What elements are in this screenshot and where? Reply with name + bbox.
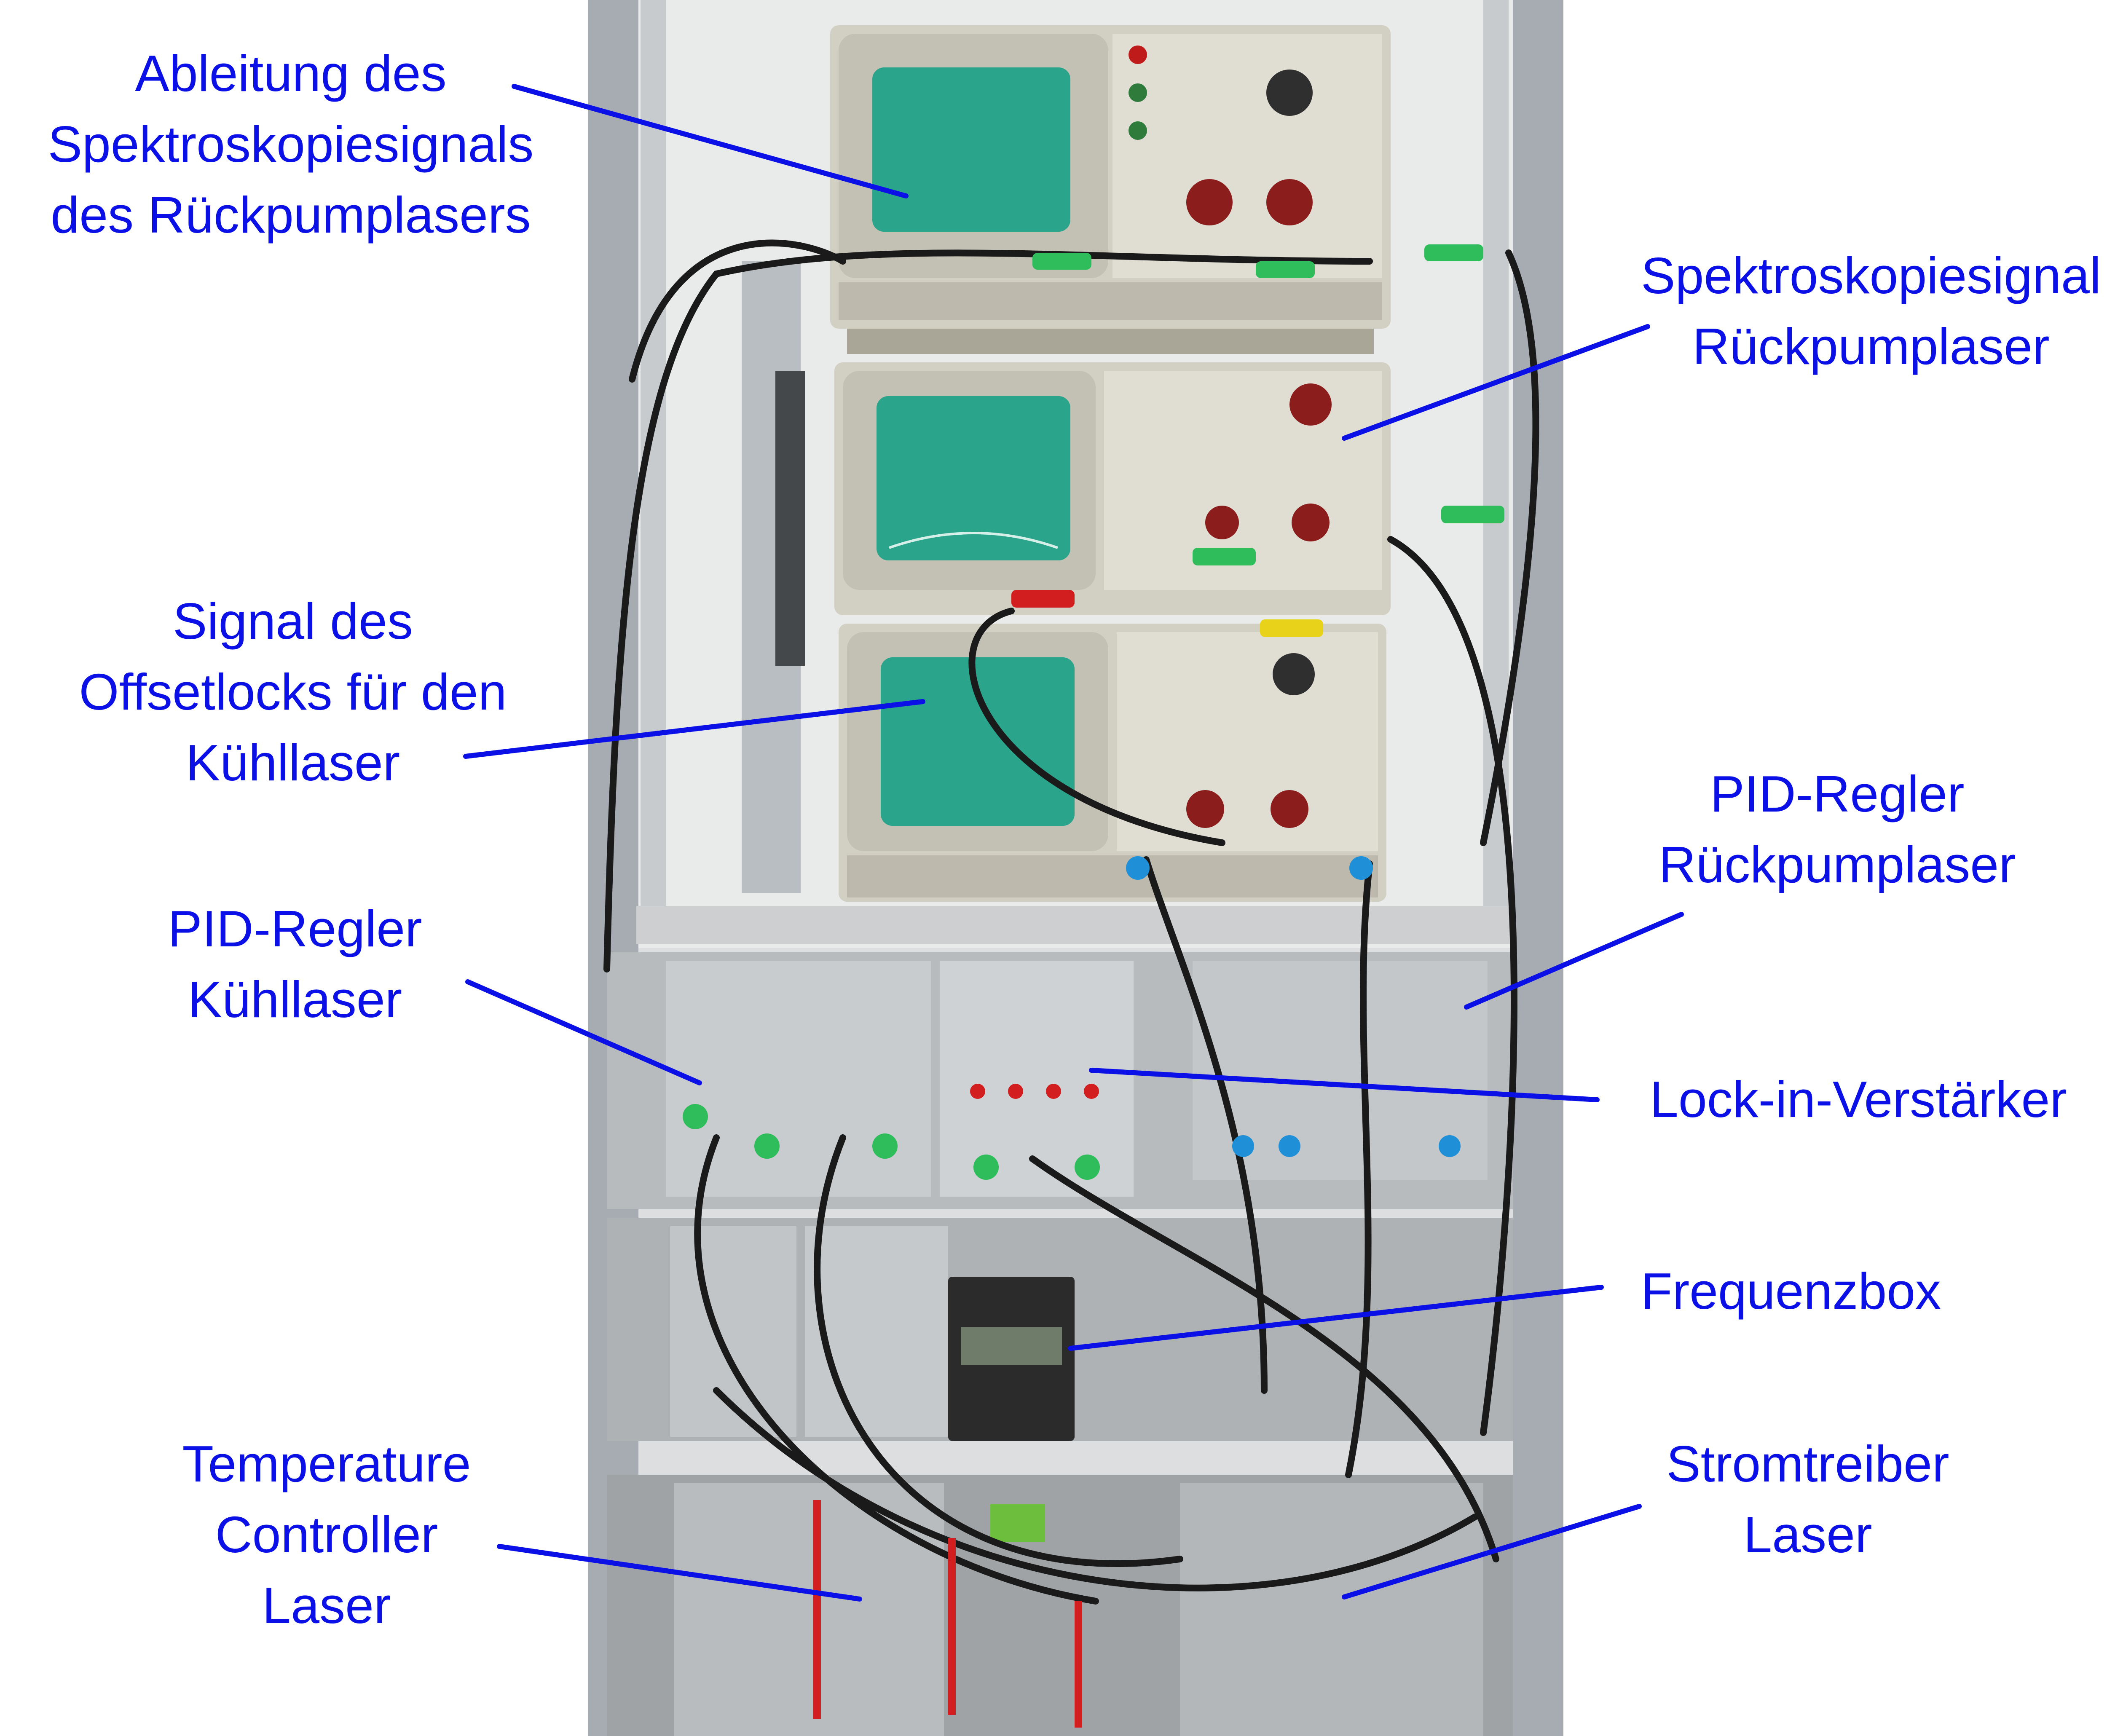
- label-pid-kuehl: PID-Regler Kühllaser: [168, 900, 422, 1028]
- freq-module: [805, 1226, 948, 1437]
- scope-stand-1: [847, 329, 1374, 354]
- label-stromtreiber: Stromtreiber Laser: [1666, 1435, 1949, 1563]
- pointer-spektroskopiesignal: [1342, 324, 1650, 441]
- label-ableitung: Ableitung des Spektroskopiesignals des R…: [48, 45, 534, 244]
- scope-screen-top: [872, 67, 1070, 232]
- pointer-stromtreiber: [1342, 1504, 1642, 1599]
- pointer-pid-rueckpump: [1464, 912, 1684, 1010]
- oscilloscope-middle: [834, 362, 1391, 615]
- pointer-pid-kuehl: [465, 979, 702, 1085]
- aom-module: [670, 1226, 796, 1437]
- shelf: [636, 906, 1513, 944]
- current-driver: [1180, 1483, 1483, 1736]
- scope-screen-bottom: [881, 657, 1075, 826]
- label-offsetlock: Signal des Offsetlocks für den Kühllaser: [79, 592, 507, 791]
- pointer-lockin: [1089, 1068, 1600, 1102]
- temperature-controller: [674, 1483, 944, 1736]
- pointer-frequenzbox: [1068, 1285, 1604, 1351]
- pointer-offsetlock: [463, 699, 925, 759]
- label-spektroskopiesignal: Spektroskopiesignal Rückpumplaser: [1641, 247, 2101, 375]
- connectors: [683, 244, 1504, 1728]
- lcd-display: [990, 1504, 1045, 1542]
- pointer-lines: [463, 84, 1684, 1602]
- label-pid-rueckpump: PID-Regler Rückpumplaser: [1659, 765, 2016, 893]
- frequency-counter-display: [961, 1327, 1062, 1365]
- label-frequenzbox: Frequenzbox: [1641, 1262, 1941, 1320]
- lockin-module: [940, 961, 1134, 1197]
- label-temperature: Temperature Controller Laser: [182, 1435, 471, 1634]
- rack-post-right: [1513, 0, 1563, 1736]
- pointer-ableitung: [512, 84, 909, 198]
- pointer-temperature: [497, 1544, 862, 1602]
- label-lockin: Lock-in-Verstärker: [1650, 1071, 2067, 1128]
- lockin-leds: [970, 1084, 1099, 1099]
- power-strip: [775, 371, 805, 666]
- cables: [603, 239, 1539, 1605]
- oscilloscope-bottom: [839, 624, 1386, 902]
- scope-screen-middle: [877, 396, 1070, 560]
- oscilloscope-top: [830, 25, 1391, 329]
